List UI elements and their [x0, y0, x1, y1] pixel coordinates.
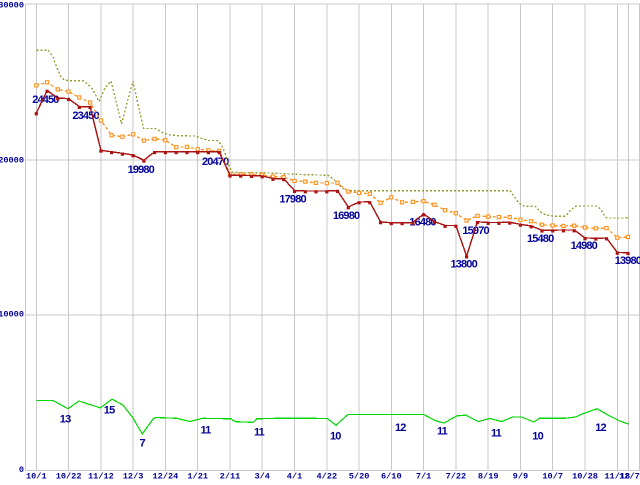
svg-text:17980: 17980: [279, 193, 306, 205]
svg-text:2/11: 2/11: [220, 471, 241, 480]
svg-text:19980: 19980: [128, 164, 155, 176]
svg-text:10: 10: [330, 431, 341, 443]
svg-text:6/10: 6/10: [381, 471, 402, 480]
svg-text:30000: 30000: [0, 0, 24, 10]
svg-text:13800: 13800: [451, 258, 478, 270]
svg-text:8/19: 8/19: [478, 471, 499, 480]
svg-text:10/1: 10/1: [26, 471, 47, 480]
svg-text:12/7: 12/7: [619, 471, 640, 480]
svg-text:11: 11: [254, 427, 265, 439]
svg-text:13980: 13980: [615, 255, 640, 267]
svg-text:15: 15: [104, 404, 115, 416]
svg-text:4/1: 4/1: [287, 471, 302, 480]
svg-text:9/9: 9/9: [513, 471, 528, 480]
svg-text:12: 12: [595, 422, 606, 434]
svg-text:10/7: 10/7: [542, 471, 563, 480]
svg-text:11/18: 11/18: [604, 471, 630, 480]
svg-text:15480: 15480: [527, 233, 554, 245]
svg-text:7: 7: [140, 437, 146, 449]
svg-text:10: 10: [532, 431, 543, 443]
svg-text:12: 12: [395, 422, 406, 434]
svg-text:24450: 24450: [32, 94, 59, 106]
svg-text:11: 11: [201, 425, 212, 437]
svg-text:3/4: 3/4: [254, 471, 269, 480]
svg-text:1/21: 1/21: [187, 471, 208, 480]
svg-text:14980: 14980: [571, 240, 598, 252]
svg-text:12/3: 12/3: [123, 471, 144, 480]
svg-text:11/12: 11/12: [88, 471, 114, 480]
svg-text:10000: 10000: [0, 310, 24, 320]
svg-text:4/22: 4/22: [316, 471, 337, 480]
svg-text:7/22: 7/22: [446, 471, 467, 480]
svg-text:13: 13: [60, 414, 71, 426]
svg-text:20000: 20000: [0, 156, 24, 166]
svg-text:15970: 15970: [462, 225, 489, 237]
svg-text:5/20: 5/20: [349, 471, 370, 480]
svg-text:7/1: 7/1: [416, 471, 431, 480]
svg-text:0: 0: [19, 465, 24, 475]
svg-text:10/22: 10/22: [56, 471, 82, 480]
svg-text:11: 11: [437, 426, 448, 438]
svg-text:16980: 16980: [333, 210, 360, 222]
svg-text:12/24: 12/24: [153, 471, 179, 480]
svg-text:11: 11: [491, 428, 502, 440]
svg-text:10/28: 10/28: [572, 471, 598, 480]
